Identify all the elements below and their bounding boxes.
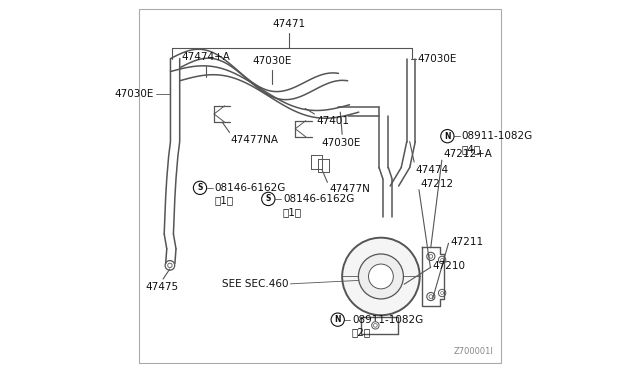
- Text: SEE SEC.460: SEE SEC.460: [222, 279, 289, 289]
- Circle shape: [441, 129, 454, 143]
- Circle shape: [369, 264, 394, 289]
- Text: 47211: 47211: [450, 237, 483, 247]
- Text: N: N: [335, 315, 341, 324]
- Text: 47030E: 47030E: [252, 56, 292, 66]
- Text: 47471: 47471: [272, 19, 305, 29]
- Circle shape: [358, 254, 403, 299]
- Text: （4）: （4）: [461, 144, 481, 154]
- Text: 47475: 47475: [145, 282, 179, 292]
- Circle shape: [331, 313, 344, 326]
- Text: S: S: [266, 195, 271, 203]
- Circle shape: [438, 289, 446, 297]
- Circle shape: [427, 292, 435, 301]
- Text: 08146-6162G: 08146-6162G: [283, 194, 355, 204]
- Circle shape: [342, 238, 420, 315]
- Text: 47030E: 47030E: [418, 54, 457, 64]
- Circle shape: [372, 322, 379, 329]
- Circle shape: [193, 181, 207, 195]
- Text: S: S: [197, 183, 203, 192]
- Text: 47210: 47210: [433, 261, 466, 271]
- Text: 47477N: 47477N: [329, 184, 370, 194]
- Text: （1）: （1）: [283, 207, 302, 217]
- Text: （2）: （2）: [352, 327, 371, 337]
- Text: 08911-1082G: 08911-1082G: [462, 131, 533, 141]
- Text: 47212: 47212: [420, 179, 454, 189]
- Text: 47474+A: 47474+A: [181, 52, 230, 62]
- Circle shape: [427, 252, 435, 260]
- Text: Z700001I: Z700001I: [454, 347, 493, 356]
- Text: N: N: [444, 132, 451, 141]
- Circle shape: [165, 260, 175, 270]
- Circle shape: [438, 256, 446, 264]
- Text: 08146-6162G: 08146-6162G: [215, 183, 286, 193]
- Text: 47212+A: 47212+A: [444, 150, 493, 160]
- Text: 08911-1082G: 08911-1082G: [352, 315, 424, 325]
- Text: 47474: 47474: [415, 164, 449, 174]
- Circle shape: [262, 192, 275, 206]
- Text: 47030E: 47030E: [115, 89, 154, 99]
- Text: 47477NA: 47477NA: [230, 135, 278, 145]
- Text: 47401: 47401: [316, 116, 349, 126]
- Text: 47030E: 47030E: [322, 138, 361, 148]
- Text: （1）: （1）: [214, 196, 234, 206]
